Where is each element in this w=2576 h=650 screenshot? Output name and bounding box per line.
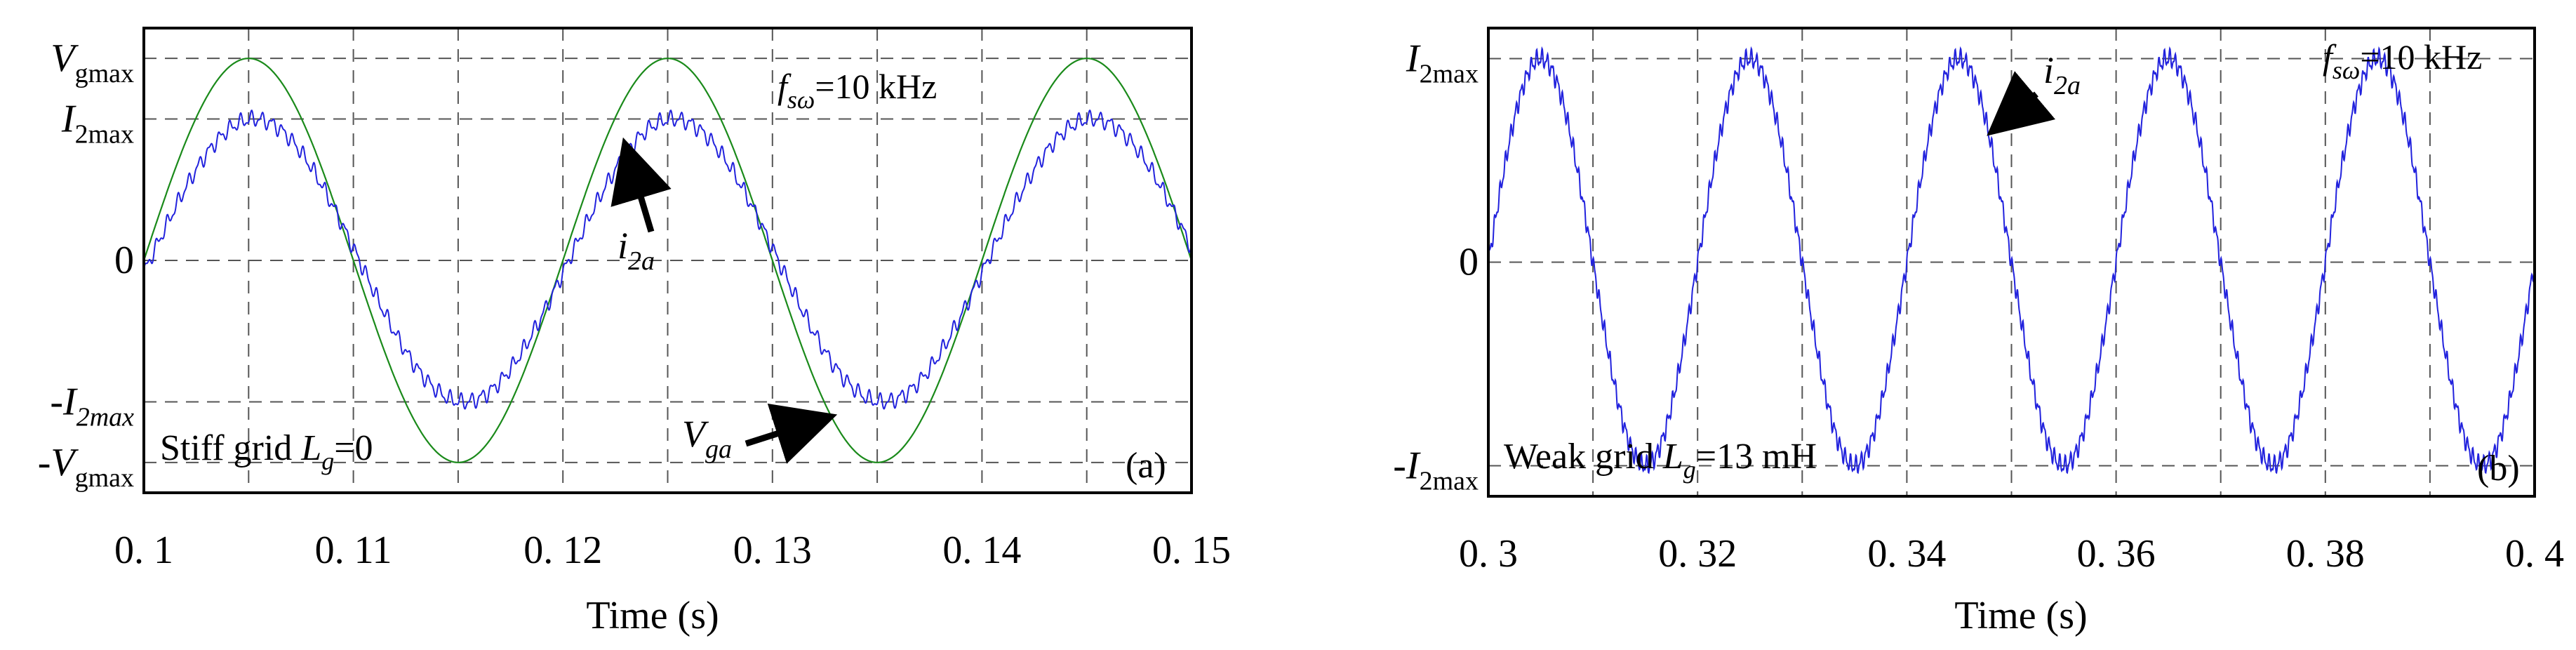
panel-b-fsw-annotation: fsω=10 kHz <box>2323 37 2482 84</box>
panel-a-vga-subscript: ga <box>705 435 732 464</box>
panel-a-grid-condition-symbol: L <box>300 428 321 468</box>
panel-a-y-tick-labels: Vgmax I2max 0 -I2max -Vgmax <box>38 37 134 493</box>
panel-a-i2a-arrow <box>610 137 672 233</box>
panel-b-i2a-symbol: i <box>2043 49 2054 91</box>
panel-a-label: (a) <box>1126 446 1166 486</box>
panel-b-i2a-subscript: 2a <box>2054 71 2081 100</box>
panel-b-y-tick-labels: I2max 0 -I2max <box>1393 37 1479 496</box>
y-tick-label: Vgmax <box>51 37 134 88</box>
panel-a-vga-arrow <box>745 403 838 464</box>
panel-b-i2a-arrow <box>1987 71 2056 136</box>
panel-a-series <box>142 58 1193 463</box>
panel-a-fsw-annotation: fsω=10 kHz <box>778 67 937 114</box>
panel-a-grid-condition-text: Stiff grid <box>160 428 301 468</box>
panel-a-fsw-subscript: sω <box>787 86 815 114</box>
series-line-i-2a <box>143 109 1192 410</box>
x-tick-label: 0. 1 <box>114 529 173 572</box>
panel-b-grid-condition-symbol: L <box>1662 437 1683 477</box>
panel-b-grid-condition-text: Weak grid <box>1504 437 1663 477</box>
panel-a-vga-symbol: V <box>682 413 709 455</box>
x-tick-label: 0. 14 <box>942 529 1021 572</box>
panel-b-fsw-subscript: sω <box>2333 56 2360 84</box>
x-tick-label: 0. 12 <box>523 529 602 572</box>
panel-b-series <box>1488 46 2535 475</box>
y-tick-label: -Vgmax <box>38 441 134 493</box>
y-tick-label: 0 <box>114 239 134 282</box>
panel-b-i2a-label: i2a <box>2043 49 2081 100</box>
panel-b-label: (b) <box>2477 449 2520 489</box>
y-tick-label: -I2max <box>50 380 134 432</box>
x-tick-label: 0. 36 <box>2077 532 2156 576</box>
panel-b-grid-condition-subscript: g <box>1683 456 1696 484</box>
panel-b-frame <box>1487 27 2536 498</box>
x-tick-label: 0. 3 <box>1459 532 1518 576</box>
y-tick-label: 0 <box>1459 241 1479 284</box>
panel-a-grid-condition-value: =0 <box>334 428 373 468</box>
panel-a-grid-condition: Stiff grid Lg=0 <box>160 428 373 475</box>
panel-b-x-axis-title: Time (s) <box>1954 594 2087 637</box>
panel-b-x-tick-labels: 0. 3 0. 32 0. 34 0. 36 0. 38 0. 4 <box>1459 532 2564 576</box>
x-tick-label: 0. 32 <box>1658 532 1737 576</box>
panel-a-i2a-label: i2a <box>618 225 655 276</box>
panel-a-grid <box>144 28 1192 493</box>
x-tick-label: 0. 4 <box>2505 532 2564 576</box>
panel-b-grid-condition: Weak grid Lg=13 mH <box>1504 437 1817 484</box>
series-line-i-2a <box>1488 46 2535 475</box>
panel-a-vga-label: Vga <box>682 413 732 464</box>
panel-a-i2a-symbol: i <box>618 225 628 267</box>
panel-a-x-axis-title: Time (s) <box>586 594 719 637</box>
panel-a-frame <box>142 27 1193 494</box>
y-tick-label: I2max <box>1406 37 1479 89</box>
x-tick-label: 0. 38 <box>2286 532 2365 576</box>
series-line-v-ga <box>142 58 1193 463</box>
panel-a-i2a-subscript: 2a <box>628 246 655 276</box>
panel-a-x-tick-labels: 0. 1 0. 11 0. 12 0. 13 0. 14 0. 15 <box>114 529 1231 572</box>
y-tick-label: -I2max <box>1393 444 1479 496</box>
x-tick-label: 0. 11 <box>315 529 392 572</box>
panel-a-fsw-value: =10 kHz <box>815 67 937 106</box>
panel-b-fsw-value: =10 kHz <box>2360 37 2482 77</box>
x-tick-label: 0. 13 <box>733 529 812 572</box>
x-tick-label: 0. 15 <box>1152 529 1231 572</box>
panel-b-grid-condition-value: =13 mH <box>1696 437 1817 477</box>
panel-a-grid-condition-subscript: g <box>321 447 334 475</box>
y-tick-label: I2max <box>61 98 134 150</box>
x-tick-label: 0. 34 <box>1867 532 1946 576</box>
